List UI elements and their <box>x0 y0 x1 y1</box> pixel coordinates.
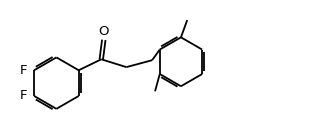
Text: O: O <box>99 25 109 38</box>
Text: F: F <box>20 89 27 103</box>
Text: F: F <box>20 64 27 77</box>
